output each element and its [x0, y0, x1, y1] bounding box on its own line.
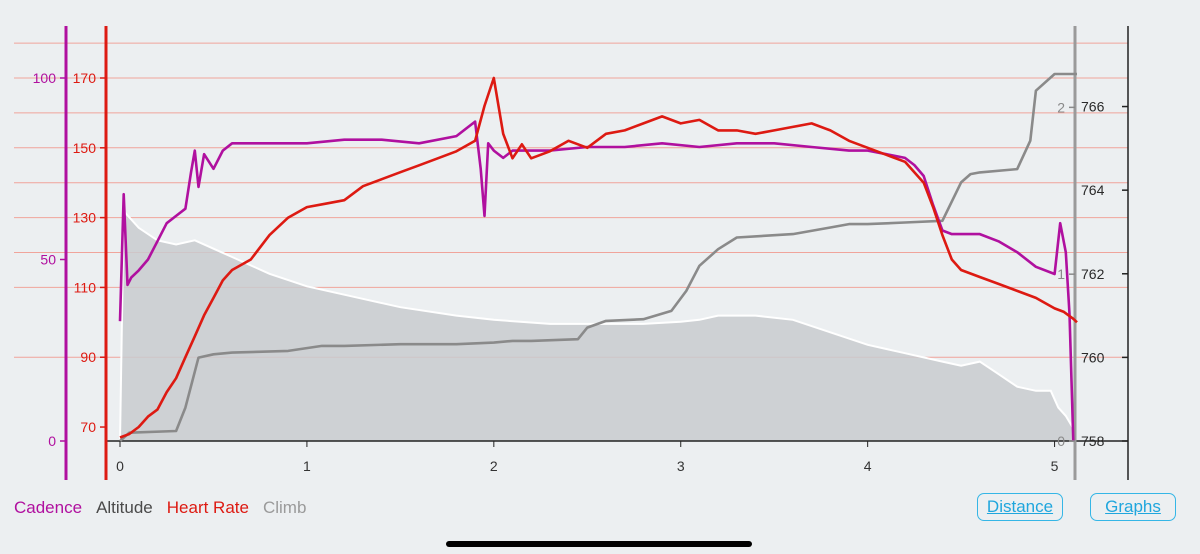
legend-altitude: Altitude [96, 498, 153, 517]
altitude-tick-label: 758 [1081, 433, 1105, 449]
heart-rate-tick-label: 90 [80, 349, 96, 365]
x-tick-label: 2 [490, 458, 498, 474]
altitude-tick-label: 760 [1081, 349, 1105, 365]
climb-line [119, 72, 1077, 442]
heart-rate-tick-label: 130 [73, 210, 97, 226]
altitude-tick-label: 762 [1081, 266, 1105, 282]
cadence-line [118, 120, 1075, 442]
heart-rate-tick-label: 110 [74, 279, 97, 295]
cadence-tick-label: 50 [40, 252, 56, 268]
chart-svg: 0 1 2 3 4 50501007090110130150170012758760762… [14, 26, 1129, 480]
altitude-tick-label: 764 [1081, 182, 1105, 198]
climb-tick-label: 2 [1057, 99, 1065, 115]
cadence-tick-label: 100 [33, 70, 57, 86]
legend-climb: Climb [262, 498, 307, 517]
heart-rate-tick-label: 70 [80, 419, 96, 435]
altitude-tick-label: 766 [1081, 99, 1105, 115]
legend-heart-rate: Heart Rate [166, 498, 249, 517]
graphs-button[interactable]: Graphs [1090, 493, 1176, 521]
legend: Cadence Altitude Heart Rate Climb [14, 498, 306, 518]
altitude-line [119, 208, 1075, 442]
x-tick-label: 3 [677, 458, 685, 474]
x-tick-label: 4 [864, 458, 872, 474]
climb-tick-label: 1 [1057, 266, 1065, 282]
distance-button[interactable]: Distance [977, 493, 1063, 521]
x-tick-label: 1 [303, 458, 311, 474]
heart-rate-line [119, 76, 1078, 439]
climb-tick-label: 0 [1057, 433, 1065, 449]
heart-rate-tick-label: 150 [73, 140, 97, 156]
heart-rate-tick-label: 170 [73, 70, 97, 86]
altitude-area [120, 211, 1074, 441]
home-indicator [446, 541, 752, 547]
x-tick-label: 0 [116, 458, 124, 474]
legend-cadence: Cadence [14, 498, 83, 517]
cadence-tick-label: 0 [48, 433, 56, 449]
x-tick-label: 5 [1051, 458, 1059, 474]
